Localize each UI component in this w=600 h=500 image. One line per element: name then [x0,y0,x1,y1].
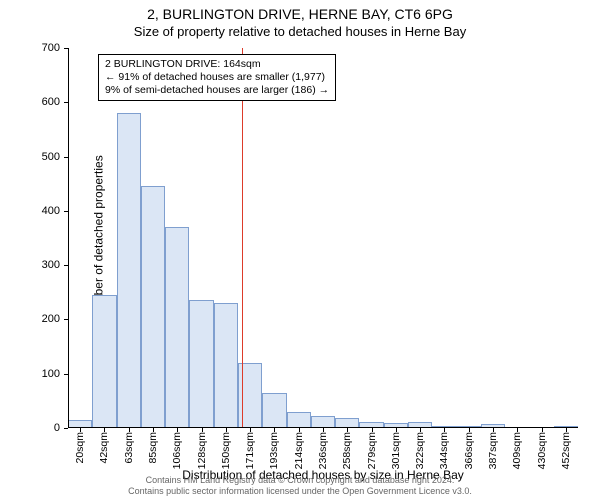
x-tick-label: 42sqm [98,432,110,464]
y-tick-mark [64,157,68,158]
footer-line1: Contains HM Land Registry data © Crown c… [0,475,600,486]
y-tick-mark [64,374,68,375]
y-tick-label: 700 [20,42,60,54]
x-tick-label: 452sqm [560,432,572,469]
x-tick-label: 366sqm [463,432,475,469]
x-tick-label: 150sqm [220,432,232,469]
y-tick-label: 0 [20,422,60,434]
x-tick-label: 128sqm [196,432,208,469]
footer: Contains HM Land Registry data © Crown c… [0,475,600,497]
x-tick-label: 85sqm [147,432,159,464]
chart-title-line1: 2, BURLINGTON DRIVE, HERNE BAY, CT6 6PG [0,6,600,22]
y-tick-mark [64,265,68,266]
plot-border [68,48,578,428]
y-tick-label: 600 [20,96,60,108]
y-tick-label: 200 [20,313,60,325]
y-tick-mark [64,48,68,49]
x-tick-label: 387sqm [487,432,499,469]
plot-area: 0100200300400500600700 20sqm42sqm63sqm85… [68,48,578,428]
info-line3: 9% of semi-detached houses are larger (1… [105,84,329,97]
y-tick-label: 500 [20,151,60,163]
figure: 2, BURLINGTON DRIVE, HERNE BAY, CT6 6PG … [0,0,600,500]
x-tick-label: 322sqm [414,432,426,469]
y-tick-label: 400 [20,205,60,217]
x-tick-label: 258sqm [341,432,353,469]
info-box: 2 BURLINGTON DRIVE: 164sqm ← 91% of deta… [98,54,336,101]
x-tick-label: 430sqm [536,432,548,469]
y-tick-mark [64,211,68,212]
y-tick-mark [64,428,68,429]
x-tick-label: 279sqm [366,432,378,469]
chart-title-line2: Size of property relative to detached ho… [0,24,600,39]
y-tick-mark [64,319,68,320]
x-tick-label: 301sqm [390,432,402,469]
x-tick-label: 214sqm [293,432,305,469]
y-tick-label: 300 [20,259,60,271]
y-tick-label: 100 [20,368,60,380]
x-tick-label: 106sqm [171,432,183,469]
x-tick-label: 409sqm [511,432,523,469]
x-tick-label: 344sqm [438,432,450,469]
info-line1: 2 BURLINGTON DRIVE: 164sqm [105,58,329,71]
y-tick-mark [64,102,68,103]
x-tick-label: 171sqm [244,432,256,469]
footer-line2: Contains public sector information licen… [0,486,600,497]
x-tick-label: 63sqm [123,432,135,464]
info-line2: ← 91% of detached houses are smaller (1,… [105,71,329,84]
x-tick-label: 193sqm [268,432,280,469]
x-tick-label: 236sqm [317,432,329,469]
x-tick-label: 20sqm [74,432,86,464]
